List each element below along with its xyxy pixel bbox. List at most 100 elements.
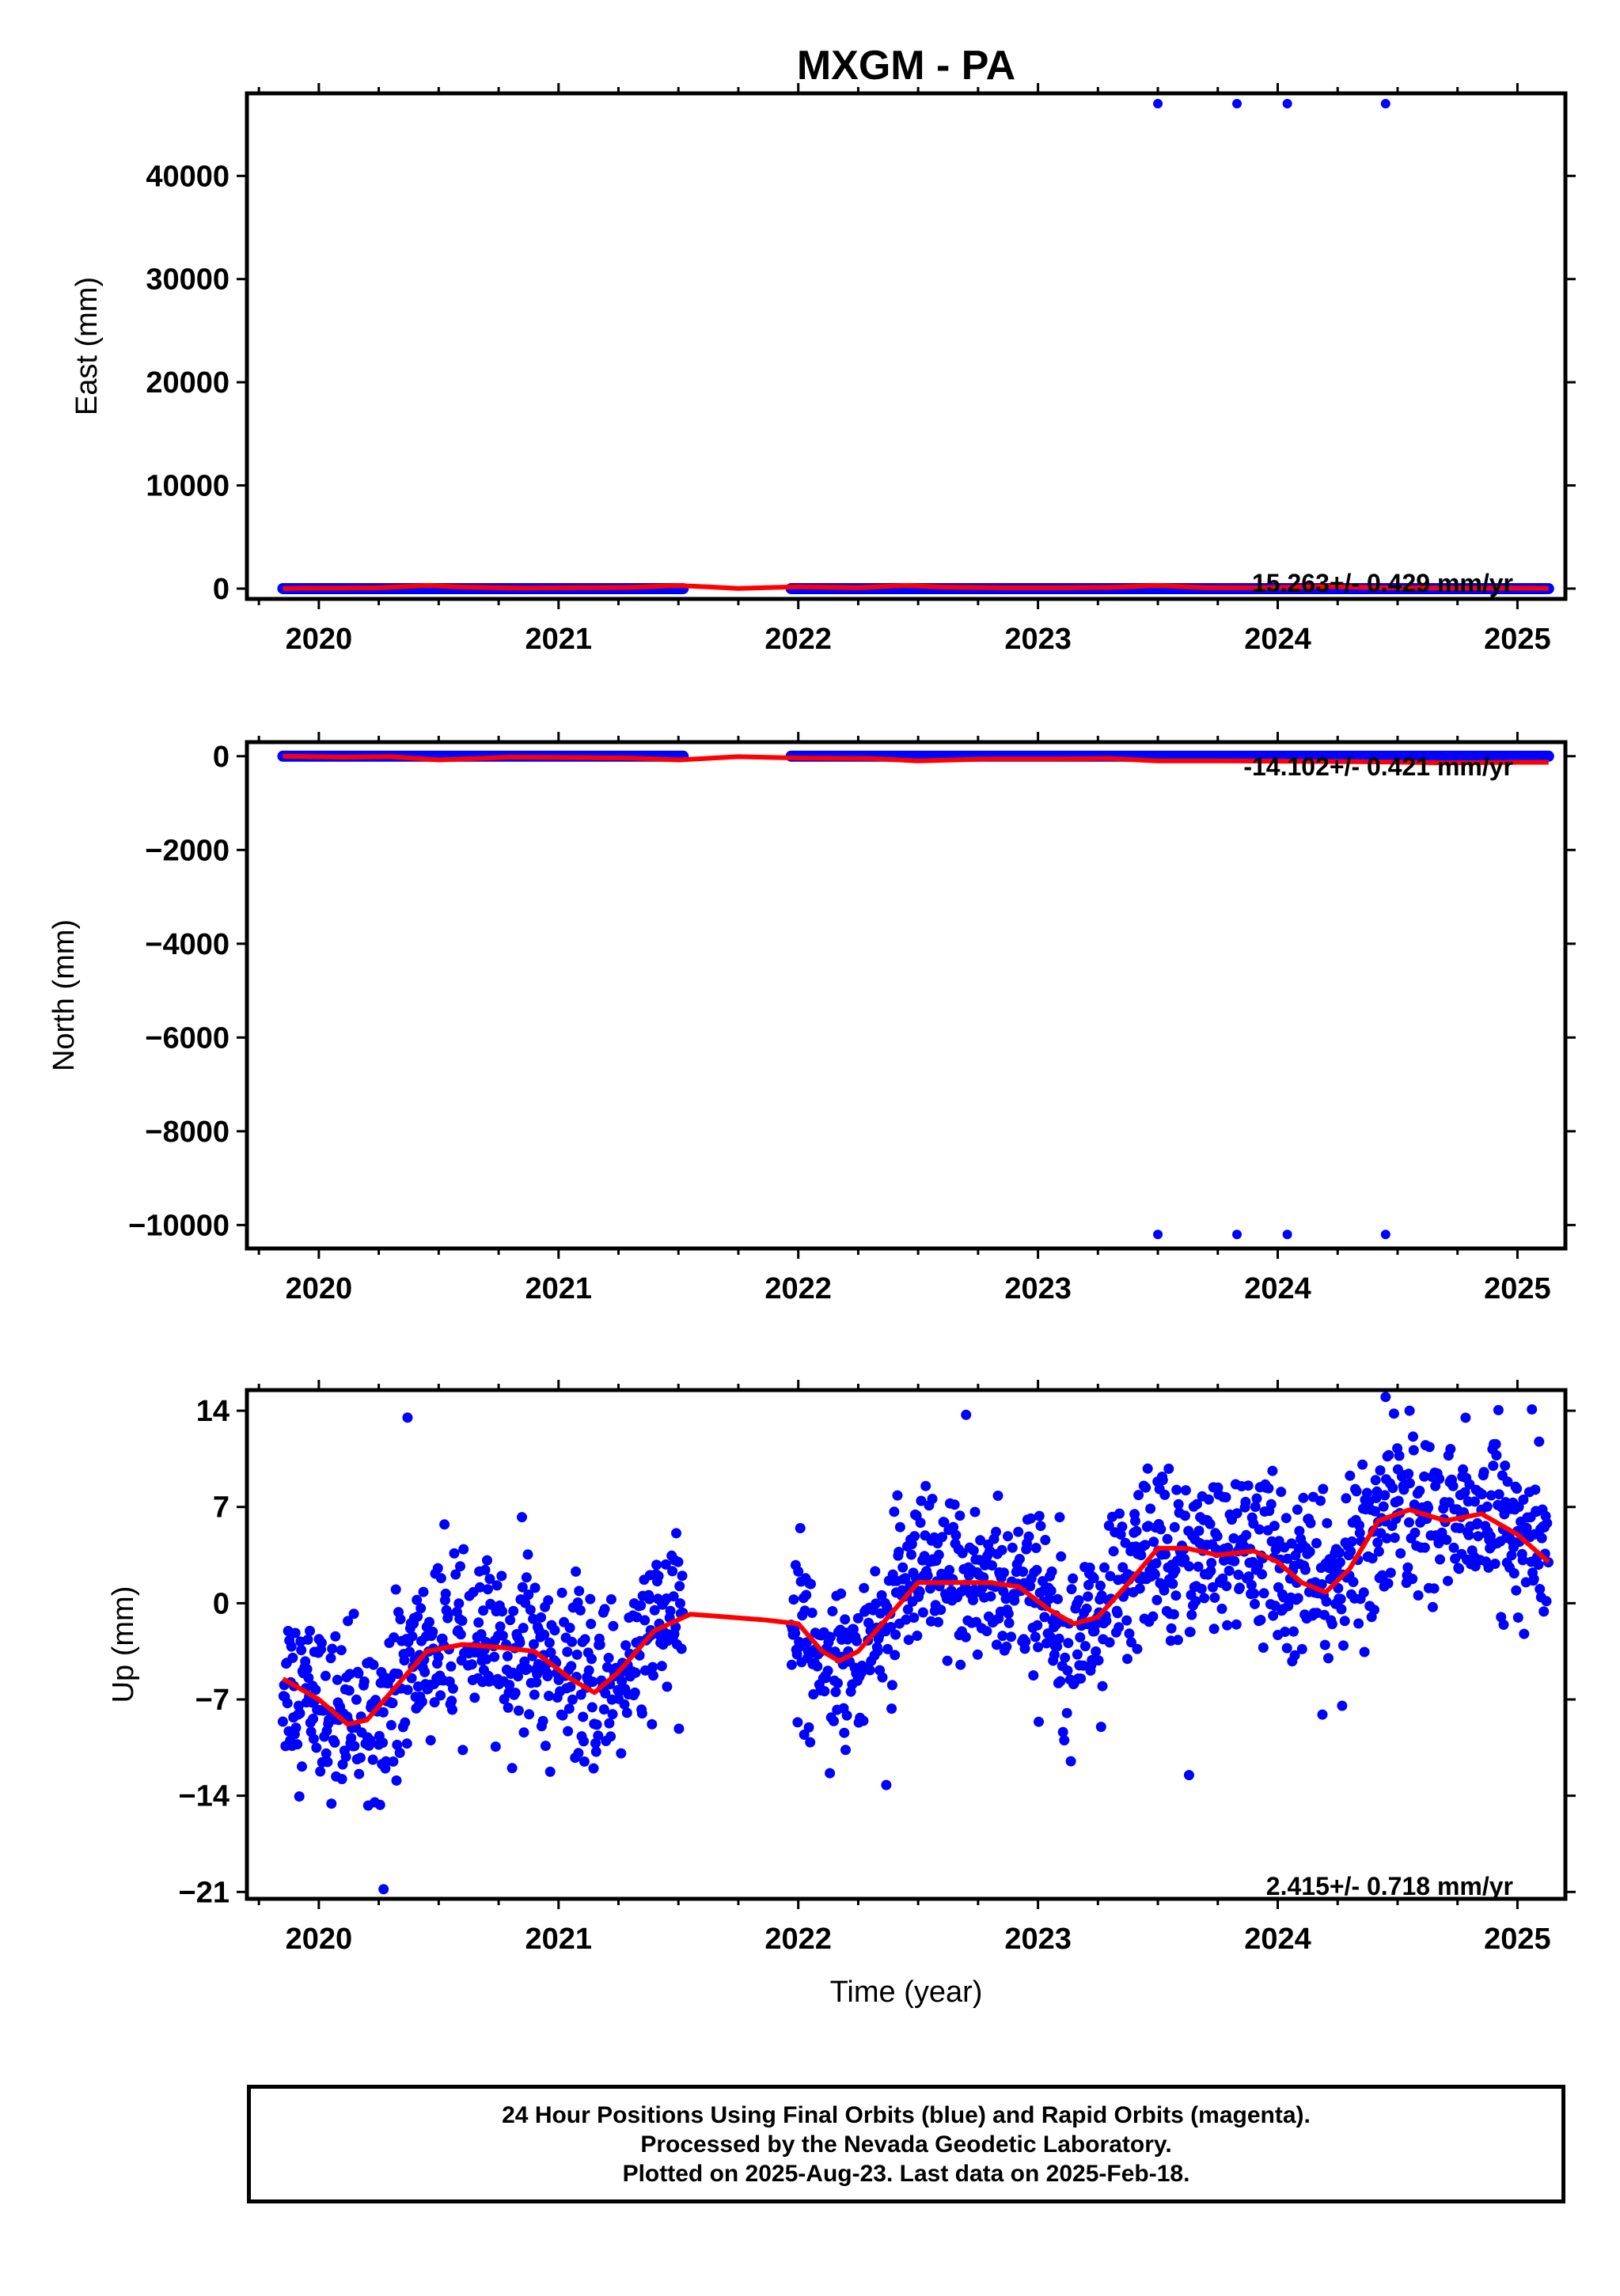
data-point: [1534, 1436, 1545, 1447]
data-point: [536, 1612, 547, 1623]
data-point: [1151, 1594, 1163, 1605]
data-point: [1258, 1642, 1269, 1653]
data-point: [1292, 1593, 1303, 1604]
data-point: [1445, 1444, 1456, 1454]
data-point: [1353, 1618, 1364, 1629]
data-point: [1414, 1485, 1425, 1496]
data-point: [1057, 1726, 1068, 1737]
data-point: [1316, 1579, 1327, 1589]
data-point: [504, 1680, 515, 1691]
data-point: [1068, 1573, 1079, 1584]
data-point: [310, 1684, 321, 1695]
x-tick-label: 2025: [1484, 1923, 1551, 1956]
data-point: [415, 1603, 427, 1614]
data-point: [933, 1616, 943, 1627]
data-point: [567, 1636, 578, 1647]
data-point: [590, 1746, 601, 1757]
data-point: [1379, 1490, 1390, 1501]
data-point: [894, 1521, 905, 1533]
data-point: [489, 1651, 500, 1662]
data-point: [381, 1756, 392, 1767]
data-point: [294, 1708, 305, 1718]
data-point: [523, 1589, 534, 1600]
data-point: [320, 1670, 331, 1681]
data-point: [1001, 1641, 1012, 1652]
data-point: [367, 1754, 378, 1765]
data-point: [579, 1736, 589, 1747]
data-point: [1185, 1627, 1196, 1638]
data-point: [968, 1545, 979, 1556]
data-point: [1095, 1722, 1106, 1733]
data-point: [1203, 1494, 1214, 1505]
data-point: [875, 1608, 886, 1619]
data-point: [955, 1659, 966, 1670]
data-point: [1482, 1501, 1493, 1512]
data-point: [1018, 1567, 1029, 1577]
data-point: [1148, 1536, 1159, 1548]
data-point: [996, 1544, 1007, 1555]
data-point: [890, 1629, 901, 1640]
data-point: [656, 1661, 667, 1672]
data-point: [322, 1756, 333, 1767]
data-point: [1122, 1654, 1132, 1665]
data-point: [1533, 1559, 1544, 1570]
data-point: [1115, 1529, 1126, 1540]
y-axis-label: East (mm): [70, 277, 104, 415]
data-point: [1286, 1538, 1297, 1549]
data-point: [1171, 1484, 1182, 1495]
outlier-point: [1380, 1229, 1390, 1240]
data-point: [1354, 1520, 1364, 1531]
data-point: [521, 1572, 532, 1583]
data-point: [1478, 1467, 1489, 1478]
data-point: [1459, 1487, 1470, 1498]
data-point: [395, 1614, 406, 1625]
data-point: [574, 1586, 585, 1597]
data-point: [1167, 1578, 1178, 1589]
data-point: [972, 1649, 983, 1660]
plot-area: [277, 1392, 1554, 1895]
data-point: [1007, 1542, 1018, 1553]
data-point: [1511, 1585, 1522, 1596]
data-point: [1061, 1707, 1072, 1718]
data-point: [565, 1681, 576, 1692]
data-point: [329, 1737, 340, 1748]
data-point: [326, 1798, 337, 1809]
data-point: [607, 1709, 618, 1720]
y-tick-label: 14: [196, 1395, 230, 1428]
x-tick-label: 2025: [1484, 1272, 1551, 1305]
data-point: [325, 1653, 336, 1664]
data-point: [443, 1608, 454, 1620]
data-point: [1180, 1510, 1190, 1521]
chart-title: MXGM - PA: [797, 43, 1015, 89]
data-point: [1006, 1631, 1017, 1642]
data-point: [647, 1661, 658, 1673]
data-point: [1221, 1581, 1232, 1592]
data-point: [1338, 1640, 1349, 1651]
data-point: [1234, 1582, 1245, 1593]
data-point: [1357, 1459, 1368, 1470]
data-point: [583, 1665, 594, 1676]
data-point: [977, 1582, 988, 1593]
data-point: [944, 1565, 955, 1575]
data-point: [616, 1748, 627, 1759]
data-point: [1045, 1586, 1057, 1597]
data-point: [1199, 1593, 1210, 1604]
data-point: [1166, 1623, 1177, 1634]
data-point: [1173, 1498, 1184, 1510]
data-point: [522, 1663, 533, 1674]
data-point: [563, 1726, 574, 1737]
data-point: [1413, 1590, 1424, 1601]
data-point: [391, 1775, 402, 1786]
data-point: [394, 1748, 405, 1758]
data-point: [1518, 1495, 1529, 1505]
data-point: [632, 1612, 643, 1623]
outlier-point: [1153, 99, 1163, 109]
outlier-point: [1153, 1229, 1163, 1240]
data-point: [639, 1615, 651, 1626]
data-point: [1508, 1568, 1519, 1579]
data-point: [1267, 1465, 1278, 1476]
data-point: [1542, 1517, 1553, 1529]
data-point: [1454, 1563, 1465, 1574]
data-point: [987, 1560, 997, 1571]
data-point: [545, 1647, 556, 1658]
